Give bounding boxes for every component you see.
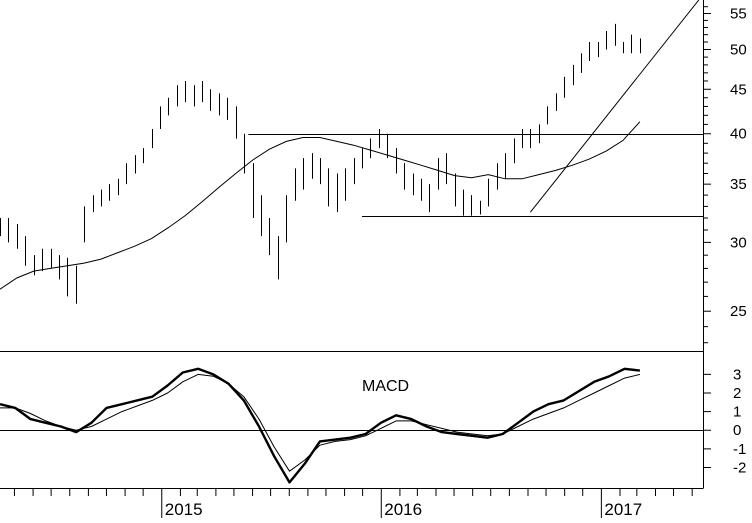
macd-tick-label: 0	[733, 422, 741, 439]
macd-tick-label: 1	[733, 404, 741, 421]
price-tick-label: 35	[730, 176, 747, 193]
macd-tick-label: -1	[733, 441, 746, 458]
price-tick-label: 45	[730, 81, 747, 98]
price-tick-label: 30	[730, 234, 747, 251]
price-tick-label: 55	[730, 5, 747, 22]
price-tick-label: 25	[730, 303, 747, 320]
year-label: 2015	[165, 500, 203, 518]
price-bars	[0, 23, 641, 304]
macd-tick-label: 2	[733, 385, 741, 402]
year-label: 2017	[604, 500, 642, 518]
macd-line	[0, 367, 641, 484]
price-overlays	[0, 0, 703, 290]
moving-average-line	[0, 121, 641, 290]
time-axis: 2015 2016 2017	[13, 488, 693, 519]
trendline	[530, 0, 700, 213]
macd-pane	[0, 367, 703, 484]
price-axis: 25 30 35 40 45 50 55	[703, 5, 747, 344]
price-tick-label: 40	[730, 126, 747, 143]
macd-signal-line	[0, 373, 641, 472]
macd-tick-label: -2	[733, 460, 746, 477]
macd-tick-label: 3	[733, 366, 741, 383]
macd-title: MACD	[362, 378, 409, 395]
macd-axis: -2 -1 01 2 3	[703, 366, 746, 477]
year-label: 2016	[384, 500, 422, 518]
price-tick-label: 50	[730, 41, 747, 58]
